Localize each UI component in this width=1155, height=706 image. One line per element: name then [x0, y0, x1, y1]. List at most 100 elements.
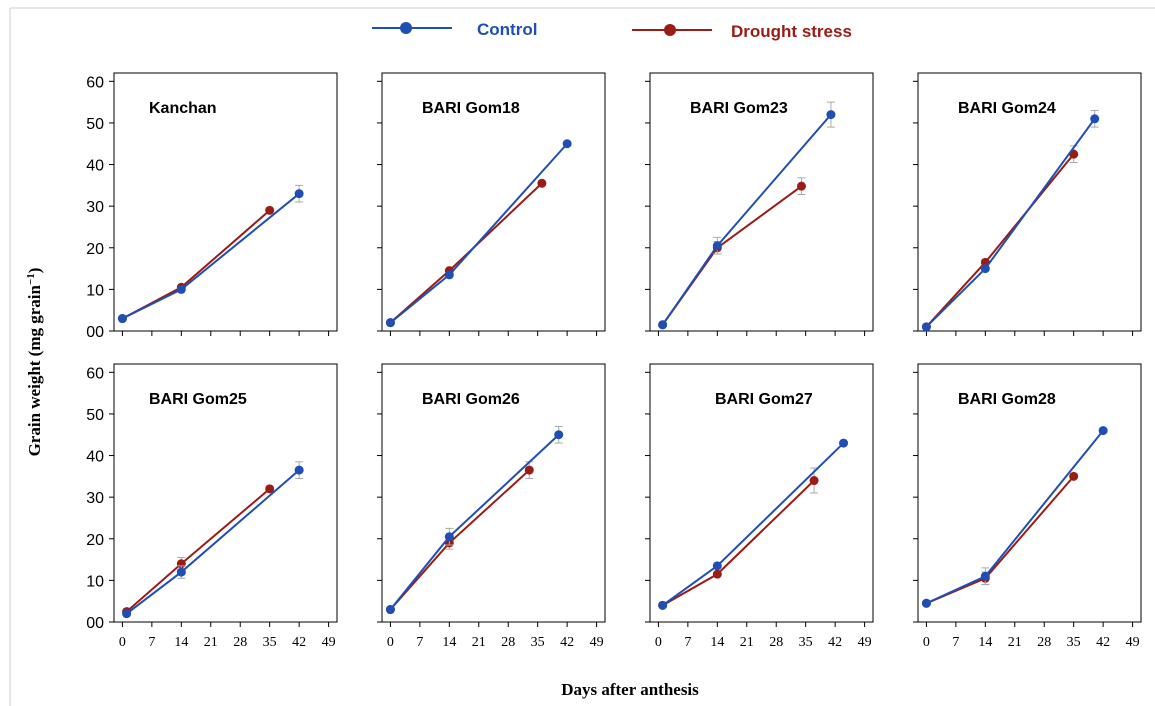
- control-point: [826, 110, 836, 120]
- x-tick-label: 35: [263, 635, 277, 650]
- panel-title: BARI Gom26: [422, 391, 520, 408]
- y-tick-label: 20: [86, 532, 104, 549]
- control-series-line: [389, 143, 568, 324]
- x-tick-label: 21: [472, 635, 486, 650]
- control-point: [562, 139, 572, 149]
- panel-title: BARI Gom27: [715, 391, 813, 408]
- panel-7: BARI Gom27 0 7 14 21 28 35 42 49: [645, 363, 874, 650]
- control-point: [294, 189, 304, 199]
- control-point: [658, 600, 668, 610]
- drought-point: [524, 465, 534, 475]
- panel-6: BARI Gom26 0 7 14 21 28 35 42 49: [377, 363, 606, 650]
- control-point: [712, 561, 722, 571]
- panel-title: BARI Gom23: [690, 100, 788, 117]
- drought-point: [796, 181, 806, 191]
- panel-1: Kanchan 00 10 20 30 40 50 60: [86, 72, 338, 341]
- drought-point: [265, 205, 275, 215]
- panel-title: BARI Gom28: [958, 391, 1056, 408]
- panel-3: BARI Gom23: [645, 72, 874, 336]
- panel-8: BARI Gom28 0 7 14 21 28 35 42 49: [913, 363, 1142, 650]
- panel-4: BARI Gom24: [913, 72, 1142, 336]
- control-series-line: [662, 442, 845, 607]
- y-axis-title-exponent: −1: [25, 273, 37, 285]
- control-point: [1098, 426, 1108, 436]
- control-series-line: [389, 434, 560, 611]
- x-tick-label: 14: [978, 635, 992, 650]
- y-axis-title-close: ): [25, 268, 44, 274]
- drought-series-line: [389, 469, 530, 611]
- x-tick-label: 49: [1126, 635, 1140, 650]
- drought-series-line: [662, 479, 815, 607]
- control-series-line: [661, 113, 832, 326]
- drought-series-line: [121, 209, 271, 320]
- x-tick-label: 14: [442, 635, 456, 650]
- drought-series-line: [389, 182, 543, 324]
- x-tick-label: 21: [1008, 635, 1022, 650]
- control-point: [921, 598, 931, 608]
- control-point: [444, 532, 454, 542]
- y-tick-label: 60: [86, 365, 104, 382]
- panel-title: BARI Gom25: [149, 391, 247, 408]
- panel-frame: [113, 72, 338, 332]
- control-point: [122, 609, 132, 619]
- panel-frame: [649, 363, 874, 623]
- x-tick-label: 0: [655, 635, 662, 650]
- x-tick-label: 35: [531, 635, 545, 650]
- y-axis-title: Grain weight (mg grain−1): [25, 268, 44, 457]
- panel-frame: [381, 72, 606, 332]
- drought-point: [809, 476, 819, 486]
- x-tick-label: 21: [740, 635, 754, 650]
- legend-drought-label: Drought stress: [731, 22, 852, 41]
- x-tick-label: 42: [828, 635, 842, 650]
- drought-series-line: [661, 185, 803, 326]
- drought-point: [712, 569, 722, 579]
- y-tick-label: 40: [86, 158, 104, 175]
- legend-control-label: Control: [477, 20, 537, 39]
- y-tick-label: 00: [86, 615, 104, 632]
- y-axis-title-main: Grain weight (mg grain: [25, 284, 44, 456]
- panel-frame: [649, 72, 874, 332]
- control-point: [294, 465, 304, 475]
- x-tick-label: 14: [710, 635, 724, 650]
- x-tick-label: 0: [923, 635, 930, 650]
- panel-frame: [113, 363, 338, 623]
- y-tick-label: 10: [86, 573, 104, 590]
- y-tick-label: 00: [86, 324, 104, 341]
- control-point: [839, 438, 849, 448]
- panel-frame: [917, 72, 1142, 332]
- panel-title: Kanchan: [149, 100, 217, 117]
- x-tick-label: 0: [119, 635, 126, 650]
- x-tick-label: 28: [501, 635, 515, 650]
- control-point: [980, 264, 990, 274]
- control-point: [980, 571, 990, 581]
- drought-series-line: [925, 153, 1075, 328]
- x-axis-title: Days after anthesis: [561, 680, 699, 699]
- legend-control-marker: [400, 22, 412, 34]
- control-point: [117, 314, 127, 324]
- panel-frame: [381, 363, 606, 623]
- control-series-line: [925, 118, 1096, 328]
- control-series-line: [925, 429, 1104, 605]
- legend: Control Drought stress: [372, 20, 852, 41]
- y-tick-label: 30: [86, 199, 104, 216]
- control-point: [385, 318, 395, 328]
- x-tick-label: 7: [684, 635, 691, 650]
- control-point: [176, 567, 186, 577]
- y-tick-label: 40: [86, 449, 104, 466]
- panel-5: BARI Gom25 00 10 20 30 40 50 60 0 7 14 21 28 35 42 49: [86, 363, 338, 650]
- x-tick-label: 28: [1037, 635, 1051, 650]
- drought-series-line: [125, 488, 271, 613]
- x-tick-label: 0: [387, 635, 394, 650]
- panel-frame: [917, 363, 1142, 623]
- control-point: [385, 605, 395, 615]
- control-point: [1090, 114, 1100, 124]
- y-tick-label: 10: [86, 282, 104, 299]
- panel-2: BARI Gom18: [377, 72, 606, 336]
- control-point: [658, 320, 668, 330]
- y-tick-label: 20: [86, 241, 104, 258]
- legend-drought-marker: [664, 24, 676, 36]
- x-tick-label: 42: [1096, 635, 1110, 650]
- x-tick-label: 7: [416, 635, 423, 650]
